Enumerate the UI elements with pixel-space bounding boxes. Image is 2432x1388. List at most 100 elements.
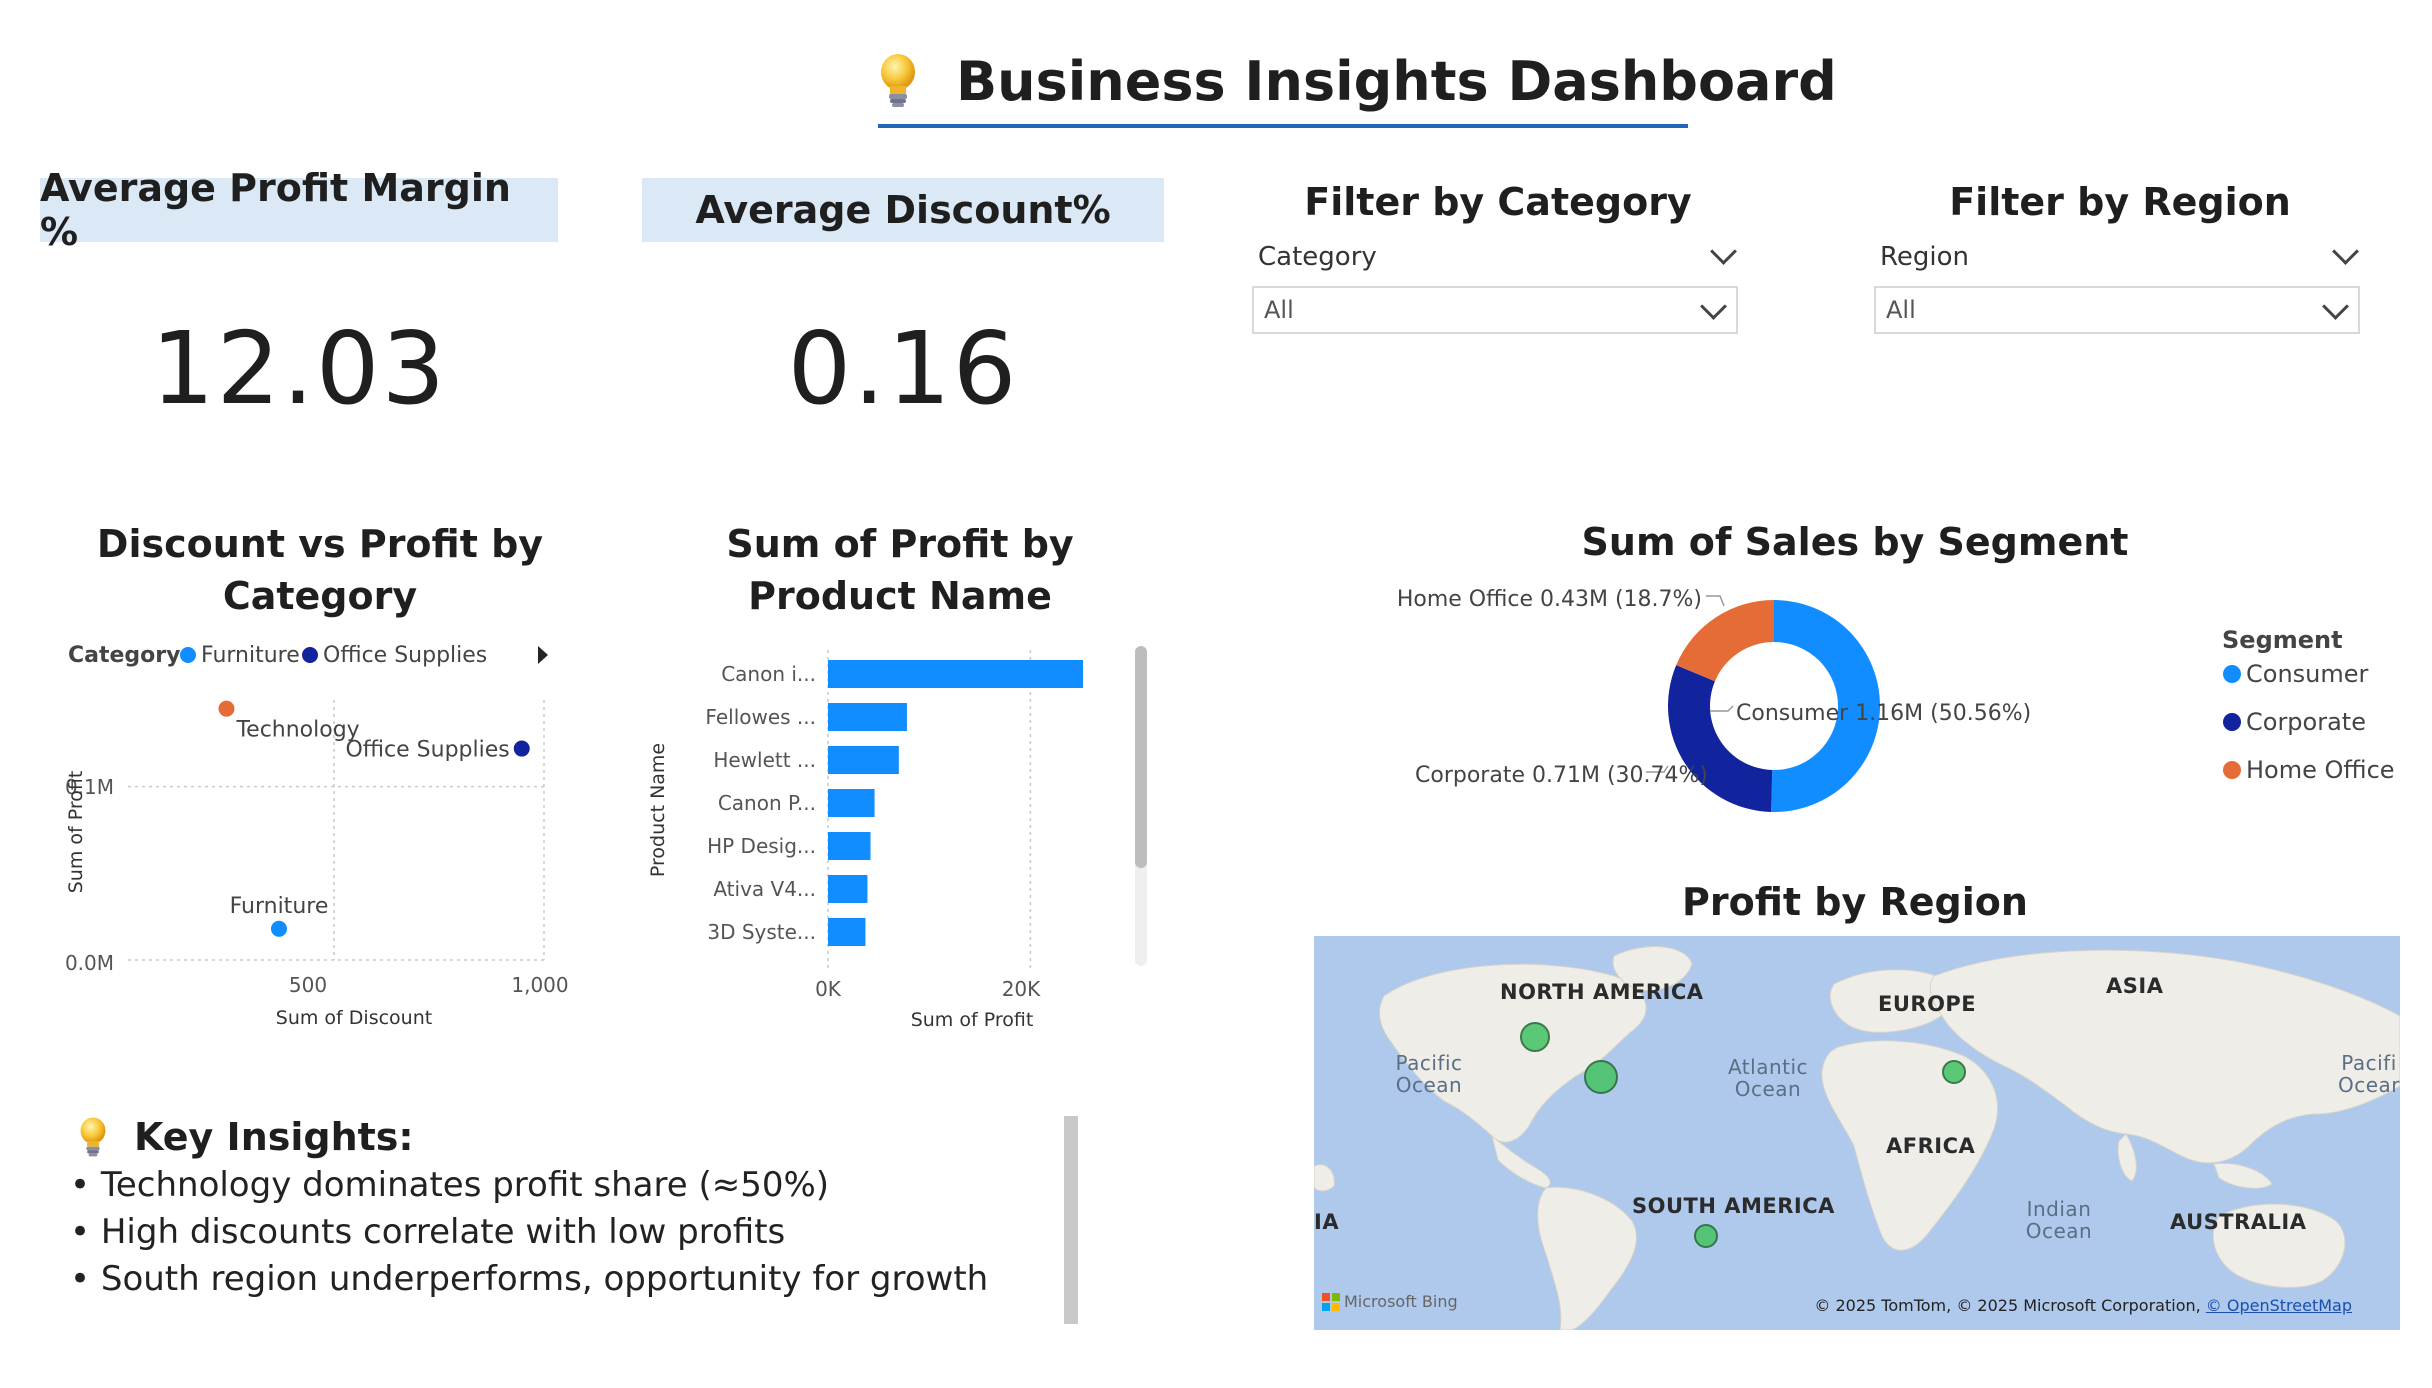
insights-title: Key Insights: xyxy=(134,1115,414,1159)
legend-office-supplies-dot xyxy=(302,647,318,663)
map-bubble-south[interactable] xyxy=(1694,1224,1718,1248)
x-tick-500: 500 xyxy=(289,973,327,997)
scatter-gridlines xyxy=(128,700,545,961)
bar-category-label-4: HP Desig... xyxy=(707,834,816,858)
legend-corporate-dot xyxy=(2223,713,2241,731)
legend-home-office-dot xyxy=(2223,761,2241,779)
bar-4[interactable] xyxy=(828,832,871,860)
key-insights: Key Insights: • Technology dominates pro… xyxy=(70,1112,1070,1303)
bar-category-label-2: Hewlett ... xyxy=(713,748,816,772)
legend-corporate-label[interactable]: Corporate xyxy=(2246,708,2366,736)
legend-furniture-label[interactable]: Furniture xyxy=(201,643,300,668)
kpi-discount-title: Average Discount% xyxy=(642,178,1164,242)
continent-south-america: SOUTH AMERICA xyxy=(1632,1194,1835,1218)
legend-furniture-dot xyxy=(180,647,196,663)
map-bubble-east[interactable] xyxy=(1942,1060,1966,1084)
bar-category-label-5: Ativa V4... xyxy=(713,877,816,901)
bar-6[interactable] xyxy=(828,918,866,946)
bar-2[interactable] xyxy=(828,746,899,774)
ocean-indian: Indian Ocean xyxy=(2025,1197,2093,1243)
scatter-label-technology: Technology xyxy=(235,718,359,743)
page-title: Business Insights Dashboard xyxy=(956,50,1837,113)
bar-scrollbar-thumb[interactable] xyxy=(1135,646,1147,868)
donut-chart[interactable]: Consumer 1.16M (50.56%) Corporate 0.71M … xyxy=(1370,576,2400,836)
map-chart-title: Profit by Region xyxy=(1682,880,2028,924)
donut-slice-home-office[interactable] xyxy=(1676,600,1774,682)
map-copyright: © 2025 TomTom, © 2025 Microsoft Corporat… xyxy=(1814,1296,2352,1315)
region-collapse-chevron-icon[interactable] xyxy=(2330,238,2360,270)
bar-1[interactable] xyxy=(828,703,907,731)
region-dropdown-value: All xyxy=(1886,296,1916,324)
bar-chart[interactable]: Canon i... Fellowes ... Hewlett ... Canon P… xyxy=(640,640,1160,1040)
kpi-discount-value: 0.16 xyxy=(787,310,1019,427)
corporate-leader-line xyxy=(1646,765,1669,773)
bar-3[interactable] xyxy=(828,789,875,817)
consumer-leader-line xyxy=(1710,705,1734,712)
home-office-leader-line xyxy=(1706,595,1725,607)
legend-home-office-label[interactable]: Home Office xyxy=(2246,756,2395,784)
scatter-point-technology[interactable] xyxy=(218,700,235,717)
scatter-y-axis-title: Sum of Profit xyxy=(65,771,87,894)
bar-category-label-1: Fellowes ... xyxy=(705,705,816,729)
bar-x-tick-0k: 0K xyxy=(815,977,842,1001)
legend-office-supplies-label[interactable]: Office Supplies xyxy=(323,643,487,668)
donut-slice-corporate[interactable] xyxy=(1668,665,1773,812)
continent-asia-wrap: IA xyxy=(1314,1210,1340,1234)
map-bubble-central[interactable] xyxy=(1584,1060,1618,1094)
ocean-pacific-east: Pacifi Ocear xyxy=(2337,1052,2400,1096)
openstreetmap-link[interactable]: © OpenStreetMap xyxy=(2205,1296,2352,1315)
continent-europe: EUROPE xyxy=(1878,992,1977,1016)
x-tick-1000: 1,000 xyxy=(511,973,568,997)
chevron-down-icon xyxy=(1700,293,1727,320)
insight-item-3: • South region underperforms, opportunit… xyxy=(70,1259,989,1299)
continent-australia: AUSTRALIA xyxy=(2170,1210,2307,1234)
corporate-data-label: Corporate 0.71M (30.74%) xyxy=(1415,763,1708,788)
category-filter-label: Category xyxy=(1258,242,1377,272)
consumer-data-label: Consumer 1.16M (50.56%) xyxy=(1736,701,2031,726)
insight-item-1: • Technology dominates profit share (≈50… xyxy=(70,1165,830,1205)
map-bubble-west[interactable] xyxy=(1520,1022,1550,1052)
category-filter-title: Filter by Category xyxy=(1304,180,1692,224)
donut-chart-title: Sum of Sales by Segment xyxy=(1581,520,2129,564)
donut-slice-consumer[interactable] xyxy=(1771,600,1880,812)
region-filter-label: Region xyxy=(1880,242,1970,272)
scatter-x-axis-title: Sum of Discount xyxy=(276,1007,432,1029)
segment-legend-title: Segment xyxy=(2222,626,2343,654)
region-filter-title: Filter by Region xyxy=(1949,180,2291,224)
bar-category-label-6: 3D Syste... xyxy=(707,920,816,944)
legend-next-arrow-icon[interactable] xyxy=(538,646,548,664)
scatter-label-furniture: Furniture xyxy=(230,894,329,919)
ocean-atlantic: Atlantic Ocean xyxy=(1727,1055,1809,1101)
region-map[interactable]: NORTH AMERICA EUROPE ASIA AFRICA SOUTH A… xyxy=(1314,936,2400,1330)
scatter-chart-title: Discount vs Profit by Category xyxy=(96,522,544,618)
category-dropdown-value: All xyxy=(1264,296,1294,324)
region-dropdown[interactable]: All xyxy=(1874,286,2360,334)
continent-africa: AFRICA xyxy=(1886,1134,1976,1158)
continent-asia: ASIA xyxy=(2106,974,2164,998)
scatter-point-furniture[interactable] xyxy=(270,920,287,937)
scatter-chart[interactable]: Category Furniture Office Supplies 0.1M … xyxy=(60,630,600,1040)
bar-x-tick-20k: 20K xyxy=(1002,977,1041,1001)
y-tick-0.1m: 0.1M xyxy=(65,775,114,799)
bar-x-axis-title: Sum of Profit xyxy=(911,1009,1034,1031)
chevron-down-icon xyxy=(2322,293,2349,320)
legend-consumer-label[interactable]: Consumer xyxy=(2246,660,2369,688)
bar-5[interactable] xyxy=(828,875,868,903)
bar-0[interactable] xyxy=(828,660,1083,688)
bar-y-axis-title: Product Name xyxy=(647,743,669,877)
category-collapse-chevron-icon[interactable] xyxy=(1708,238,1738,270)
insight-item-2: • High discounts correlate with low prof… xyxy=(70,1212,786,1252)
bar-chart-title: Sum of Profit by Product Name xyxy=(726,522,1074,618)
lightbulb-icon xyxy=(80,1117,106,1157)
scatter-legend-label: Category xyxy=(68,643,180,668)
insights-scrollbar[interactable] xyxy=(1064,1116,1078,1324)
insights-heading: Key Insights: xyxy=(70,1112,1070,1162)
copyright-text: © 2025 TomTom, © 2025 Microsoft Corporat… xyxy=(1814,1296,2201,1315)
y-tick-0.0m: 0.0M xyxy=(65,951,114,975)
scatter-label-office-supplies: Office Supplies xyxy=(345,738,509,763)
scatter-point-office-supplies[interactable] xyxy=(513,740,530,757)
kpi-profit-margin-value: 12.03 xyxy=(150,310,448,427)
bar-gridlines xyxy=(827,650,1032,970)
category-dropdown[interactable]: All xyxy=(1252,286,1738,334)
home-office-data-label: Home Office 0.43M (18.7%) xyxy=(1397,587,1702,612)
